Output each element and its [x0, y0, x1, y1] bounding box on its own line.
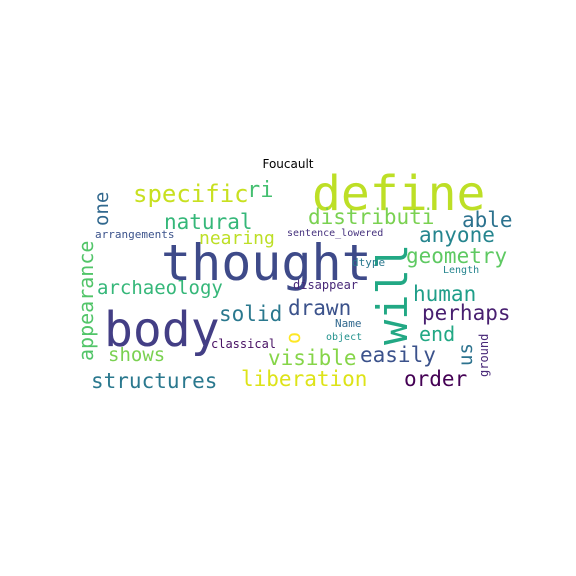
word-specific: specific — [133, 180, 249, 208]
word-anyone: anyone — [419, 223, 495, 247]
word-perhaps: perhaps — [422, 301, 511, 325]
word-solid: solid — [219, 302, 283, 326]
word-structures: structures — [91, 369, 218, 393]
word-visible: visible — [268, 346, 357, 370]
cloud-title: Foucault — [262, 157, 314, 171]
word-natural: natural — [164, 210, 253, 234]
word-o: o — [281, 331, 305, 344]
word-end: end — [419, 322, 456, 346]
word-one: one — [91, 191, 113, 226]
word-arrangements: arrangements — [95, 228, 175, 241]
word-liberation: liberation — [241, 367, 368, 391]
word-easily: easily — [360, 343, 436, 367]
word-distributi: distributi — [308, 205, 435, 229]
word-ri: ri — [247, 178, 274, 203]
word-appearance: appearance — [74, 240, 98, 361]
word-disappear: disappear — [293, 278, 359, 292]
word-human: human — [413, 282, 477, 306]
word-us: us — [455, 343, 477, 366]
word-name: Name — [335, 317, 362, 330]
word-thought: thought — [161, 234, 372, 292]
word-shows: shows — [108, 344, 166, 366]
word-body: body — [104, 302, 220, 358]
word-order: order — [404, 367, 468, 391]
word-length: Length — [443, 265, 480, 276]
word-able: able — [462, 208, 513, 232]
word-drawn: drawn — [288, 296, 352, 320]
word-dtype: dtype — [352, 256, 386, 269]
word-define: define — [312, 166, 486, 222]
word-object: object — [326, 332, 363, 343]
word-geometry: geometry — [406, 244, 508, 268]
word-ground: ground — [477, 333, 491, 377]
word-archaeology: archaeology — [97, 277, 223, 299]
word-sentence-lowered: sentence_lowered — [287, 228, 384, 239]
word-nearing: nearing — [199, 228, 275, 249]
word-classical: classical — [211, 337, 277, 351]
